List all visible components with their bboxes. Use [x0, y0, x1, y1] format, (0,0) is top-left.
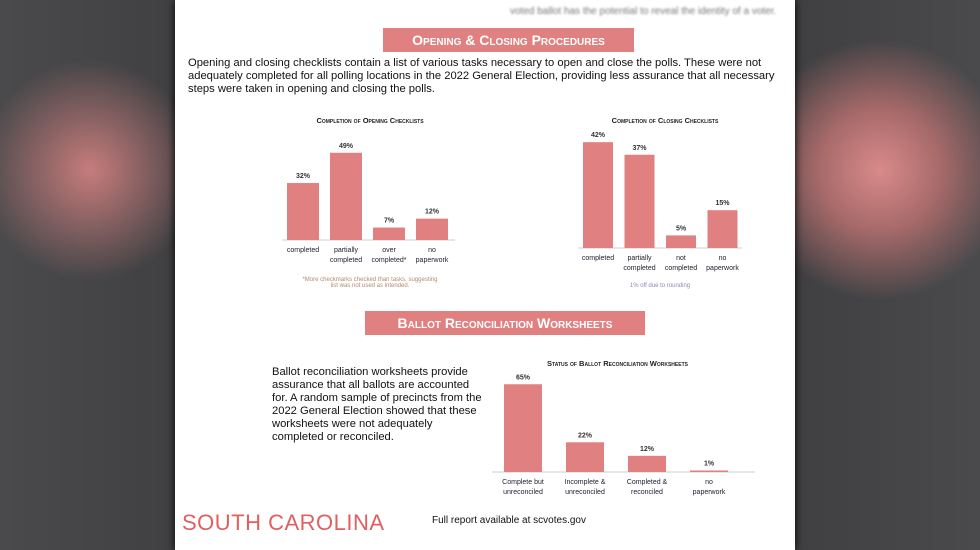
bar	[287, 183, 319, 240]
category-label: completed	[582, 255, 614, 262]
category-label: partially	[334, 247, 359, 254]
category-label: over	[382, 247, 396, 254]
category-label: partially	[627, 255, 652, 262]
data-label: 15%	[715, 200, 730, 207]
bar	[330, 152, 362, 240]
category-label: completed*	[371, 257, 406, 264]
bar	[583, 142, 613, 248]
bar	[373, 227, 405, 240]
category-label: not	[676, 255, 686, 262]
chart-title: Status of Ballot Reconciliation Workshee…	[547, 359, 688, 368]
bar	[566, 442, 604, 472]
category-label: no	[705, 479, 713, 486]
bar	[624, 154, 655, 248]
section-banner-opening-closing: Opening & Closing Procedures	[383, 28, 634, 52]
data-label: 12%	[640, 446, 655, 453]
data-label: 49%	[339, 143, 354, 150]
data-label: 42%	[591, 132, 606, 139]
category-label: unreconciled	[503, 489, 543, 496]
data-label: 5%	[676, 225, 687, 232]
section1-paragraph: Opening and closing checklists contain a…	[188, 57, 775, 95]
chart-note: 1% off due to rounding	[629, 283, 691, 289]
section2-paragraph: Ballot reconciliation worksheets provide…	[272, 366, 482, 443]
data-label: 7%	[384, 218, 395, 225]
chart-title: Completion of Closing Checklists	[611, 116, 719, 125]
category-label: completed	[665, 265, 697, 272]
data-label: 1%	[704, 461, 715, 468]
chart-note: *More checkmarks checked than tasks, sug…	[302, 277, 438, 289]
data-label: 37%	[632, 145, 647, 152]
category-label: paperwork	[693, 489, 726, 496]
category-label: Complete but	[502, 479, 544, 486]
bar	[690, 470, 728, 472]
category-label: completed	[330, 257, 362, 264]
document-page	[175, 0, 795, 550]
bar	[416, 218, 448, 240]
category-label: Completed &	[627, 479, 668, 486]
chart-title: Completion of Opening Checklists	[316, 116, 424, 125]
bar	[628, 455, 666, 472]
category-label: completed	[287, 247, 319, 254]
section-banner-ballot-reconciliation: Ballot Reconciliation Worksheets	[365, 311, 645, 335]
bar	[707, 210, 738, 248]
bar	[666, 235, 696, 248]
data-label: 32%	[296, 173, 311, 180]
top-text-fragment: voted ballot has the potential to reveal…	[510, 6, 777, 17]
data-label: 12%	[425, 209, 440, 216]
category-label: completed	[623, 265, 655, 272]
category-label: no	[428, 247, 436, 254]
category-label: paperwork	[706, 265, 739, 272]
data-label: 22%	[578, 432, 593, 439]
category-label: reconciled	[631, 489, 663, 496]
south-carolina-logo: SOUTH CAROLINA	[182, 510, 385, 535]
footer-link-text: Full report available at scvotes.gov	[432, 515, 586, 526]
category-label: unreconciled	[565, 489, 605, 496]
category-label: paperwork	[416, 257, 449, 264]
category-label: no	[719, 255, 727, 262]
bar	[504, 384, 542, 472]
category-label: Incomplete &	[565, 479, 606, 486]
data-label: 65%	[516, 374, 531, 381]
